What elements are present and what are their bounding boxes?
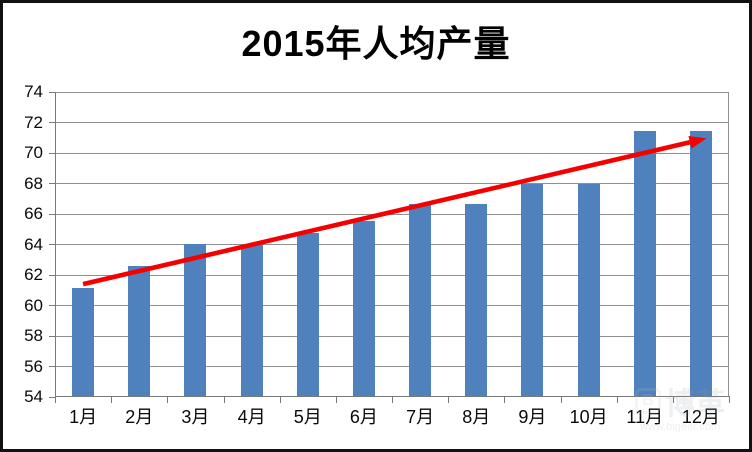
x-tick-mark-12 [729, 396, 730, 403]
x-tick-label-5月: 5月 [293, 407, 322, 427]
x-tick-mark-2 [167, 396, 169, 403]
y-tick-label-74: 74 [24, 82, 43, 101]
x-tick-mark-5 [335, 396, 337, 403]
x-tick-label-2月: 2月 [125, 407, 154, 427]
x-tick-label-4月: 4月 [237, 407, 266, 427]
x-tick-mark-11 [672, 396, 674, 403]
y-tick-label-60: 60 [24, 295, 43, 315]
y-tick-label-64: 64 [24, 234, 43, 254]
x-tick-label-6月: 6月 [349, 407, 378, 427]
trend-arrow-head [688, 135, 707, 149]
x-tick-mark-4 [279, 396, 281, 403]
y-tick-label-70: 70 [24, 143, 43, 162]
y-tick-label-62: 62 [24, 265, 43, 284]
x-tick-label-12月: 12月 [681, 407, 720, 427]
x-tick-mark-3 [223, 396, 225, 403]
bar-10月 [577, 184, 600, 396]
bar-12月 [689, 130, 712, 396]
x-tick-mark-10 [616, 396, 618, 403]
y-tick-mark-60 [49, 305, 55, 306]
x-axis-labels: 1月 2月 3月 4月 5月 6月 7月 8月 9月 10月 11月 12月 [55, 404, 729, 430]
y-tick-label-66: 66 [24, 204, 43, 223]
y-tick-mark-54 [49, 396, 55, 398]
gridline-70 [55, 152, 729, 154]
bar-5月 [296, 232, 319, 396]
plot-right-border [728, 92, 729, 397]
bar-6月 [352, 220, 375, 396]
gridline-64 [55, 244, 729, 245]
x-tick-label-7月: 7月 [406, 407, 435, 427]
chart-title: 2015年人均产量 [241, 23, 511, 64]
x-tick-mark-6 [392, 396, 393, 403]
x-tick-mark-0 [55, 396, 56, 403]
y-tick-mark-68 [49, 183, 55, 184]
bar-9月 [521, 184, 544, 396]
x-tick-mark-7 [448, 396, 450, 403]
gridline-68 [55, 183, 729, 184]
x-tick-label-11月: 11月 [626, 407, 664, 427]
y-tick-mark-64 [49, 244, 55, 245]
y-tick-label-58: 58 [24, 326, 43, 345]
x-tick-mark-1 [111, 396, 113, 403]
bar-11月 [633, 130, 656, 396]
gridline-58 [55, 335, 729, 337]
x-tick-mark-9 [560, 396, 562, 403]
trend-arrow [82, 135, 707, 287]
x-tick-label-8月: 8月 [462, 407, 491, 427]
bar-7月 [409, 203, 432, 396]
y-tick-label-56: 56 [24, 356, 43, 376]
bar-2月 [128, 266, 151, 396]
y-axis-labels: 54 56 58 60 62 64 66 68 70 72 74 [3, 83, 53, 406]
bar-3月 [184, 243, 207, 396]
x-tick-label-3月: 3月 [181, 407, 210, 427]
y-tick-label-72: 72 [24, 112, 43, 132]
y-tick-mark-66 [49, 213, 55, 215]
y-tick-mark-58 [49, 335, 55, 337]
y-tick-mark-72 [49, 122, 55, 123]
bar-8月 [465, 203, 488, 396]
x-tick-mark-8 [504, 396, 506, 403]
plot-area [55, 91, 729, 397]
y-tick-mark-74 [49, 91, 55, 93]
gridline-74 [55, 91, 729, 93]
gridline-72 [55, 122, 729, 123]
y-tick-mark-70 [49, 152, 55, 154]
gridline-60 [55, 305, 729, 306]
y-tick-mark-56 [49, 366, 55, 367]
gridline-62 [55, 274, 729, 276]
x-tick-label-10月: 10月 [569, 407, 608, 427]
y-tick-label-68: 68 [24, 173, 43, 193]
y-axis-line [55, 92, 56, 397]
x-tick-label-1月: 1月 [69, 407, 98, 427]
y-tick-mark-62 [49, 274, 55, 276]
bar-4月 [240, 245, 263, 396]
x-tick-label-9月: 9月 [518, 407, 547, 427]
trend-arrow-line [82, 140, 691, 287]
bar-1月 [72, 287, 95, 396]
y-tick-label-54: 54 [24, 387, 43, 406]
gridline-56 [55, 366, 729, 367]
